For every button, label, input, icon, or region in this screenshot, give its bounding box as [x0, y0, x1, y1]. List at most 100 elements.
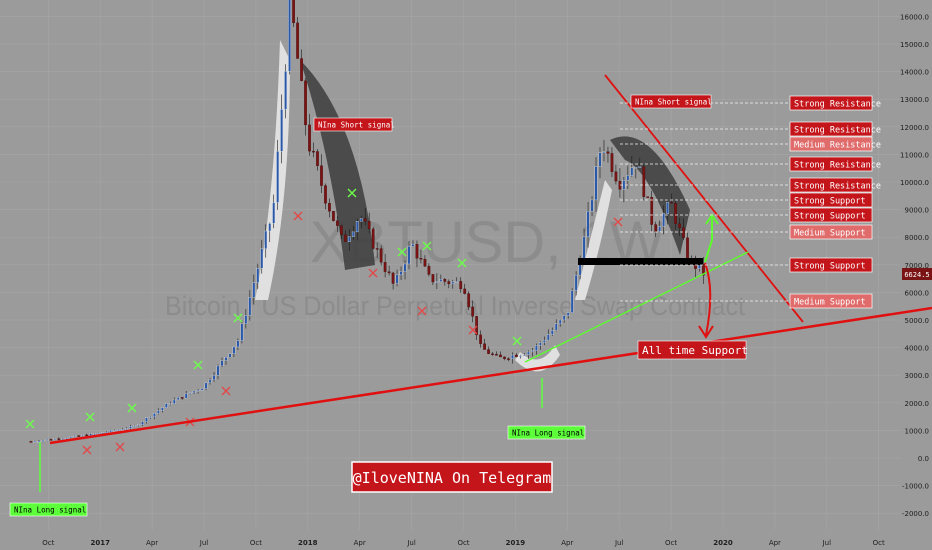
candle-body	[125, 428, 128, 430]
light-cone	[575, 180, 612, 300]
candle-body	[212, 375, 216, 381]
candle-body	[407, 246, 411, 265]
long-signal-x-icon	[25, 419, 35, 429]
y-tick-label: 2000.0	[905, 400, 930, 408]
candle-body	[89, 433, 93, 436]
candle-body	[654, 224, 658, 232]
level-label-text: Strong Support	[794, 262, 866, 272]
x-tick-label: Apr	[354, 539, 366, 547]
candle-body	[379, 248, 383, 263]
candle-body	[328, 203, 331, 212]
candle-body	[57, 438, 61, 440]
candle-body	[77, 435, 81, 437]
current-price-tag-box	[902, 268, 932, 280]
candle-body	[172, 399, 176, 404]
candle-body	[622, 180, 626, 190]
candle-body	[367, 221, 371, 230]
candle-body	[160, 407, 164, 411]
candle-body	[284, 71, 288, 110]
annotation-text: NIna Long signal	[512, 429, 584, 438]
candle-body	[117, 429, 120, 431]
candle-body	[208, 379, 212, 384]
long-signal-x-icon	[127, 403, 137, 413]
candle-body	[324, 185, 327, 204]
level-label-text: Strong Resistance	[794, 161, 881, 171]
current-price-tag: 6624.5	[902, 268, 932, 280]
x-tick-label: Oct	[665, 539, 677, 547]
candle-body	[272, 202, 276, 224]
candle-body	[359, 218, 363, 222]
current-price-tag-text: 6624.5	[904, 271, 929, 279]
level-label-box	[789, 293, 873, 309]
candle-body	[443, 279, 447, 282]
telegram-badge-box	[351, 461, 553, 493]
candle-body	[626, 175, 630, 181]
candle-body	[236, 340, 240, 348]
candle-body	[670, 202, 673, 204]
candle-body	[487, 349, 490, 354]
y-tick-label: 12000.0	[900, 124, 929, 132]
candle-body	[53, 438, 57, 440]
candle-body	[276, 151, 280, 203]
candle-body	[145, 417, 148, 422]
candle-body	[93, 433, 97, 435]
y-tick-label: 16000.0	[900, 13, 929, 21]
y-tick-label: 14000.0	[900, 69, 929, 77]
candle-body	[566, 312, 570, 316]
candle-body	[164, 403, 168, 408]
candle-body	[121, 429, 124, 431]
candle-body	[332, 211, 335, 221]
level-label-box	[789, 207, 873, 223]
telegram-badge[interactable]: @IloveNINA On Telegram	[351, 461, 553, 493]
telegram-badge-text: @IloveNINA On Telegram	[353, 469, 552, 487]
time-axis: Oct 2017 Apr Jul Oct 2018 Apr Jul Oct 2019 Apr Jul O…	[42, 539, 885, 547]
level-label-box	[789, 192, 873, 208]
level-label-text: Strong Resistance	[794, 100, 881, 110]
candle-body	[531, 350, 534, 353]
candle-body	[467, 293, 471, 308]
candle-body	[491, 353, 494, 355]
candle-body	[184, 393, 188, 399]
y-tick-label: 1000.0	[905, 427, 930, 435]
candle-body	[244, 315, 248, 324]
level-label-text: Medium Support	[794, 229, 866, 239]
short-signal-x-icon	[368, 268, 378, 278]
candle-body	[463, 288, 467, 294]
x-tick-label: Oct	[873, 539, 885, 547]
level-label-text: Medium Support	[794, 298, 866, 308]
candle-body	[105, 431, 108, 434]
candle-body	[682, 227, 685, 238]
x-tick-label: Apr	[769, 539, 781, 547]
candle-body	[375, 248, 379, 250]
candle-body	[534, 345, 538, 351]
annotation-text: NIna Long signal	[14, 506, 86, 515]
candle-body	[570, 290, 574, 313]
candle-body	[590, 199, 594, 212]
candle-body	[415, 244, 419, 259]
long-signal-x-icon	[347, 188, 357, 198]
short-signal-x-icon	[115, 442, 125, 452]
candle-body	[232, 346, 236, 354]
level-label-text: Strong Resistance	[794, 182, 881, 192]
candle-body	[674, 203, 677, 224]
annotation-box	[630, 94, 712, 109]
candle-body	[678, 223, 681, 228]
level-label-text: Strong Support	[794, 212, 866, 222]
candle-body	[495, 354, 498, 356]
candle-body	[85, 434, 89, 437]
candle-body	[304, 80, 307, 126]
candle-body	[256, 268, 260, 283]
candle-body	[371, 228, 375, 249]
y-tick-label: 13000.0	[900, 96, 929, 104]
y-tick-label: 7000.0	[905, 262, 930, 270]
level-label-box	[789, 136, 873, 152]
uptrend-line	[524, 251, 749, 363]
y-tick-label: -2000.0	[902, 510, 929, 518]
long-signal-x-icon	[422, 241, 432, 251]
candle-body	[403, 263, 407, 272]
candle-body	[546, 334, 550, 341]
candle-body	[296, 22, 299, 59]
candle-body	[109, 430, 112, 433]
candle-body	[37, 441, 41, 443]
